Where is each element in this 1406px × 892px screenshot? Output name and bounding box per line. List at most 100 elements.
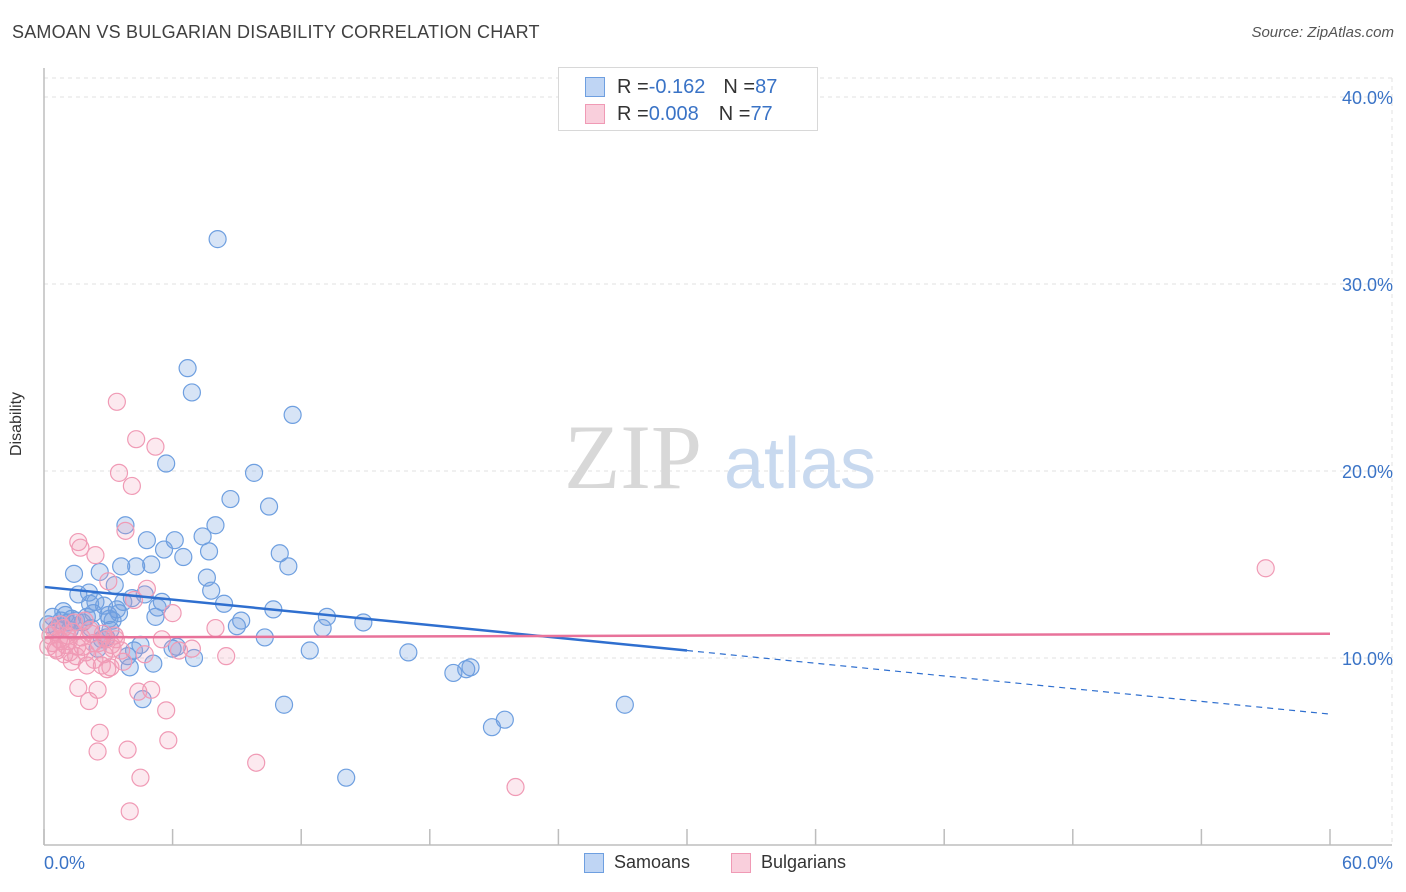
samoan-point <box>193 527 212 546</box>
grid-layer <box>44 77 1393 845</box>
bulgarian-point <box>182 639 201 658</box>
y-tick-label: 20.0% <box>1342 462 1393 482</box>
axis-layer: 10.0% 20.0% 30.0% 40.0% 0.0% 60.0% <box>43 68 1393 873</box>
samoan-point <box>461 658 480 677</box>
samoan-trendline-extension <box>686 649 1331 715</box>
bulgarian-point <box>107 392 126 411</box>
samoan-point <box>206 516 225 535</box>
watermark: ZIP atlas <box>564 406 876 508</box>
samoan-point <box>399 643 418 662</box>
samoan-point <box>178 359 197 378</box>
samoan-trendline <box>43 585 688 652</box>
bulgarian-point <box>157 701 176 720</box>
legend-n-value: 87 <box>755 75 778 98</box>
bulgarian-point <box>206 618 225 638</box>
bulgarian-point <box>85 650 104 669</box>
samoan-point <box>100 609 119 628</box>
legend-n-value: 77 <box>750 102 773 125</box>
samoan-point <box>274 695 294 714</box>
samoan-point <box>64 564 84 583</box>
samoan-point <box>283 405 302 424</box>
samoan-point <box>165 531 184 550</box>
legend-r-label: R = <box>617 102 649 125</box>
bulgarian-point <box>112 641 131 660</box>
samoan-point <box>112 557 131 576</box>
bulgarian-point <box>86 546 105 565</box>
samoan-point <box>199 542 219 561</box>
samoan-point <box>80 594 100 613</box>
bulgarian-point <box>137 579 156 598</box>
samoan-point <box>244 463 264 482</box>
bulgarian-point <box>159 731 178 750</box>
bulgarian-point <box>142 680 161 699</box>
samoan-point <box>174 547 193 567</box>
samoan-point <box>103 611 122 630</box>
bulgarian-point <box>247 753 266 772</box>
bulgarian-point <box>88 680 107 699</box>
points-layer <box>39 230 1275 821</box>
bulgarian-point <box>90 723 109 742</box>
bulgarian-point <box>217 647 236 666</box>
samoan-point <box>495 710 514 729</box>
bottom-legend-samoans-label: Samoans <box>614 852 691 872</box>
bulgarian-point <box>116 521 135 540</box>
bottom-legend-bulgarians-label: Bulgarians <box>761 852 847 872</box>
samoan-point <box>259 497 279 516</box>
samoan-point <box>202 581 221 600</box>
x-tick-label: 0.0% <box>44 853 85 873</box>
bulgarian-point <box>131 768 150 787</box>
bulgarian-point <box>106 630 125 649</box>
source-label: Source: ZipAtlas.com <box>1251 24 1394 41</box>
bulgarian-point <box>109 463 129 482</box>
samoan-point <box>279 557 298 576</box>
samoan-point <box>127 557 146 576</box>
legend-r-value: 0.008 <box>648 102 699 125</box>
bulgarian-point <box>127 430 146 449</box>
samoan-point <box>142 555 161 574</box>
samoan-point <box>300 641 319 660</box>
chart-title: SAMOAN VS BULGARIAN DISABILITY CORRELATI… <box>12 22 540 42</box>
bottom-swatch-samoans <box>584 852 604 873</box>
legend-n-label: N = <box>723 75 756 98</box>
bulgarian-point <box>69 678 88 698</box>
bottom-legend: Samoans Bulgarians <box>0 852 1406 876</box>
bulgarian-point <box>1256 559 1275 578</box>
bulgarian-trendline <box>43 632 1331 639</box>
y-tick-label: 10.0% <box>1342 649 1393 669</box>
samoan-point <box>221 489 240 509</box>
bulgarian-point <box>146 437 165 456</box>
legend-n-label: N = <box>718 102 751 125</box>
samoan-point <box>157 454 176 473</box>
samoan-point <box>270 544 289 563</box>
bulgarian-point <box>118 740 137 759</box>
samoan-point <box>182 383 201 402</box>
samoan-point <box>109 604 129 623</box>
bulgarian-point <box>99 572 118 591</box>
legend-box: R = -0.162 N = 87 R = 0.008 N = 77 <box>558 67 818 131</box>
samoan-point <box>354 613 373 632</box>
bottom-swatch-bulgarians <box>731 852 751 873</box>
bulgarian-point <box>71 538 90 557</box>
samoan-point <box>116 516 135 535</box>
samoan-point <box>232 611 251 630</box>
bulgarian-point <box>163 604 182 623</box>
legend-row-bulgarians: R = 0.008 N = 77 <box>585 101 773 127</box>
samoan-point <box>337 768 356 787</box>
bulgarian-point <box>120 802 139 821</box>
bulgarian-point <box>135 645 154 664</box>
legend-r-label: R = <box>617 75 649 98</box>
legend-swatch-samoans <box>585 77 605 97</box>
samoan-point <box>137 531 156 550</box>
samoan-point <box>615 695 634 714</box>
x-tick-label: 60.0% <box>1342 853 1393 873</box>
samoan-point <box>317 607 337 626</box>
samoan-point <box>208 230 227 249</box>
legend-r-value: -0.162 <box>648 75 706 98</box>
trend-layer <box>43 585 1331 715</box>
bulgarian-point <box>114 652 133 671</box>
legend-swatch-bulgarians <box>585 104 605 124</box>
watermark-zip: ZIP <box>564 406 702 508</box>
watermark-atlas: atlas <box>724 424 876 504</box>
y-tick-label: 40.0% <box>1342 88 1393 108</box>
